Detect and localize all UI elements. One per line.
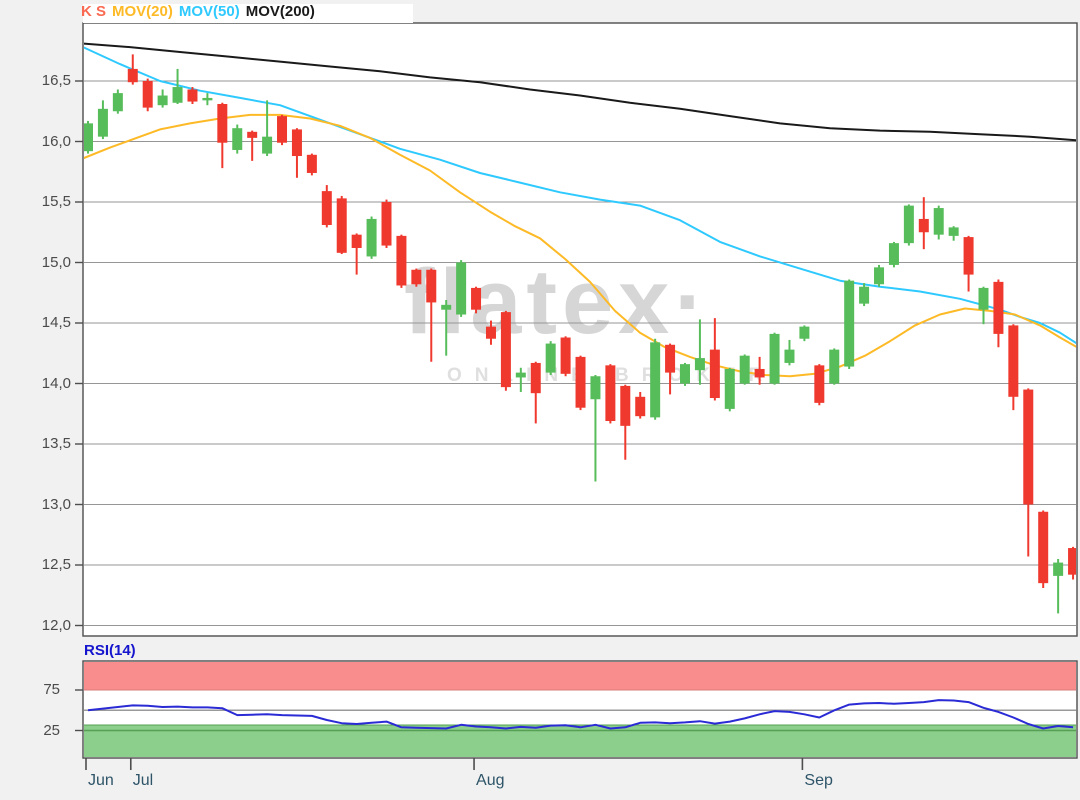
price-tick-label: 16,0 — [41, 132, 71, 150]
chart-legend: K S MOV(20) MOV(50) MOV(200) — [81, 3, 315, 21]
price-tick-label: 14,5 — [41, 314, 71, 331]
price-tick-label: 16,5 — [41, 72, 71, 89]
legend-item: MOV(20) — [112, 3, 173, 20]
rsi-plot-background — [83, 661, 1077, 758]
price-tick-label: 15,5 — [41, 193, 71, 210]
legend-background — [83, 4, 413, 23]
month-label: Sep — [804, 772, 833, 789]
rsi-tick-label: 75 — [43, 681, 60, 698]
month-label: Aug — [476, 772, 505, 789]
price-tick-label: 12,5 — [41, 556, 71, 573]
flatex-watermark-tagline: ONLINE BROKER — [447, 365, 776, 386]
price-tick-label: 14,0 — [41, 374, 71, 392]
legend-item: MOV(200) — [245, 3, 315, 20]
time-axis-ticks — [85, 758, 804, 770]
legend-item: K S — [81, 3, 107, 20]
month-label: Jul — [132, 772, 154, 789]
month-label: Jun — [88, 772, 114, 789]
rsi-indicator-title: RSI(14) — [84, 642, 136, 659]
rsi-tick-label: 25 — [43, 721, 60, 739]
legend-item: MOV(50) — [178, 3, 240, 20]
price-tick-label: 15,0 — [41, 253, 71, 271]
flatex-watermark: flatex· — [404, 251, 710, 353]
price-tick-label: 13,0 — [41, 495, 71, 513]
price-tick-label: 13,5 — [41, 435, 71, 452]
price-tick-label: 12,0 — [41, 616, 71, 634]
